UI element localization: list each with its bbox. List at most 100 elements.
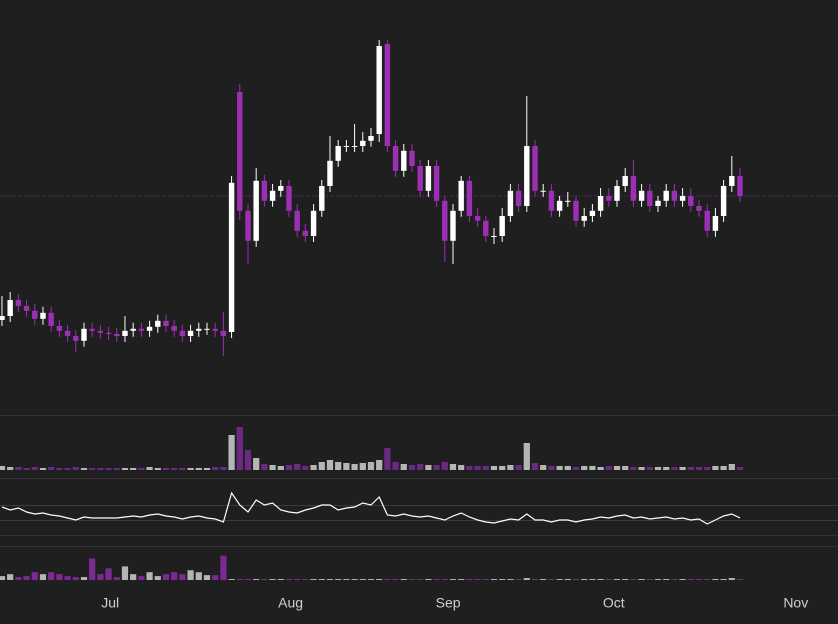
volume-bar <box>48 572 55 580</box>
volume-bar <box>458 579 465 580</box>
volume-bar <box>56 468 63 470</box>
x-tick-label: Aug <box>278 595 303 611</box>
volume-bar <box>622 466 629 470</box>
volume-bar <box>704 579 711 580</box>
volume-bar <box>556 579 563 580</box>
candle-body <box>417 166 423 191</box>
volume-bar <box>195 572 202 580</box>
volume-bar <box>515 465 522 470</box>
candle-body <box>171 326 177 331</box>
volume-bar <box>335 462 342 470</box>
candle-body <box>671 190 678 201</box>
volume-bar <box>695 579 703 580</box>
candle-body <box>384 44 391 146</box>
volume-bar <box>269 465 276 470</box>
volume-bar <box>212 575 219 580</box>
volume-bar <box>433 465 440 470</box>
volume-bar <box>39 468 47 470</box>
volume-bar <box>515 579 522 580</box>
volume-bar <box>294 464 301 470</box>
volume-bar <box>425 465 432 470</box>
volume-bar <box>581 579 588 580</box>
volume-bar <box>572 467 580 470</box>
candle-body <box>278 186 284 191</box>
candle-body <box>179 330 186 336</box>
volume-bar <box>105 468 112 470</box>
candle-body <box>483 220 489 236</box>
volume-bar <box>720 579 727 580</box>
candle-body <box>401 150 407 171</box>
candle-body <box>204 328 210 330</box>
volume-bar <box>277 466 284 470</box>
candle-body <box>122 330 128 336</box>
candle-body <box>450 210 456 241</box>
x-tick-label: Nov <box>783 595 808 611</box>
volume-bar <box>367 462 375 470</box>
candle-body <box>187 330 194 336</box>
candle-body <box>581 216 587 221</box>
volume-bar <box>556 466 563 470</box>
volume-bar <box>458 465 465 470</box>
oscillator-line <box>1 491 741 525</box>
volume-bar <box>269 579 276 580</box>
x-tick-label: Sep <box>436 595 461 611</box>
volume-bar <box>195 468 202 470</box>
volume-bar <box>359 579 366 580</box>
candle-body <box>15 300 22 306</box>
volume-bar <box>64 576 71 580</box>
volume-bar <box>474 466 481 470</box>
candle-body <box>360 140 366 146</box>
volume-bar <box>89 468 96 470</box>
volume-bar <box>671 467 678 470</box>
candle-body <box>97 330 104 333</box>
volume-bar <box>449 579 457 580</box>
candle-body <box>146 326 153 331</box>
volume-bar <box>572 579 580 580</box>
candle-body <box>704 210 710 231</box>
volume-bar <box>384 448 391 470</box>
candle-body <box>319 186 325 211</box>
candle-body <box>638 190 645 201</box>
volume-bar <box>146 572 153 580</box>
candle-body <box>532 146 538 191</box>
volume-bar <box>31 467 38 470</box>
candle-body <box>376 46 382 134</box>
volume-bar <box>417 464 424 470</box>
volume-bar <box>80 577 88 580</box>
volume-bar <box>597 467 604 470</box>
volume-bar <box>654 579 662 580</box>
volume-bar <box>499 466 506 470</box>
volume-bar <box>728 464 735 470</box>
volume-bar <box>171 468 178 470</box>
candle-body <box>163 320 169 326</box>
candle-body <box>220 330 227 336</box>
candle-body <box>138 328 145 331</box>
volume-bar <box>540 465 547 470</box>
volume-bar <box>654 467 662 470</box>
volume-bar <box>261 464 268 470</box>
volume-bar <box>294 579 301 580</box>
volume-bar <box>630 467 637 470</box>
candle-body <box>368 136 374 141</box>
volume-bar <box>179 468 186 470</box>
volume-bar <box>490 579 498 580</box>
candle-body <box>253 180 259 241</box>
volume-bar <box>638 467 645 470</box>
volume-bar <box>597 579 604 580</box>
candle-body <box>286 186 292 211</box>
candle-body <box>679 196 686 201</box>
candle-body <box>327 160 333 186</box>
volume-bar <box>531 579 539 580</box>
volume-bar <box>310 579 317 580</box>
candle-body <box>720 186 727 216</box>
candle-body <box>73 336 79 341</box>
candle-body <box>540 190 546 192</box>
candle-body <box>442 200 448 241</box>
candle-body <box>630 176 637 201</box>
volume-bar <box>474 579 481 580</box>
volume-bar <box>605 466 612 470</box>
candle-body <box>114 334 120 336</box>
volume-bar <box>48 467 55 470</box>
candle-body <box>245 210 251 241</box>
